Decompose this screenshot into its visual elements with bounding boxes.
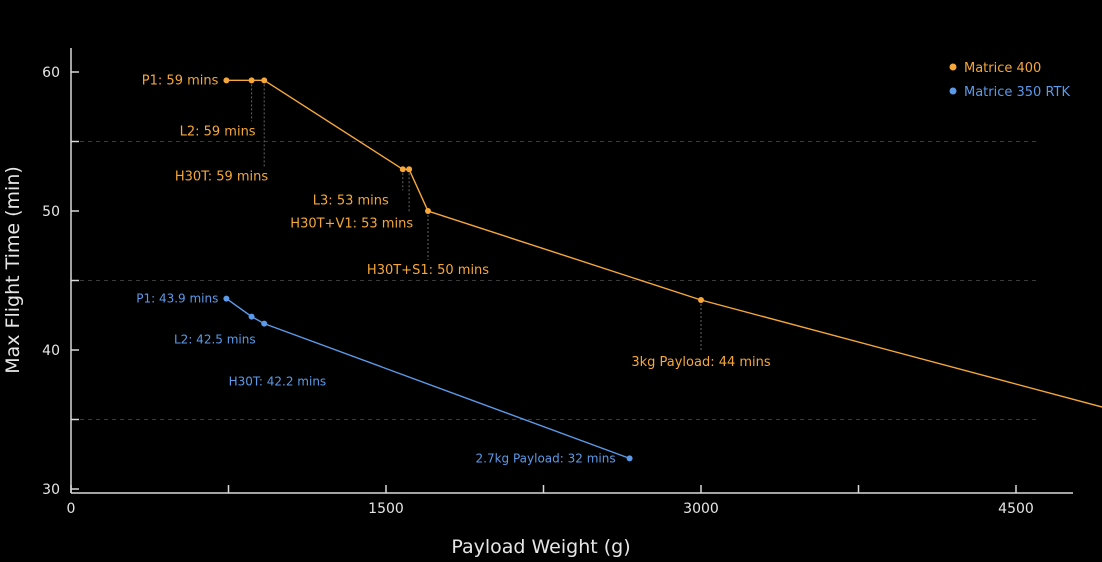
data-point-matrice-400	[248, 77, 255, 84]
data-label: H30T+V1: 53 mins	[290, 216, 413, 231]
y-axis-ticks: 30 40 50 60	[42, 65, 79, 498]
data-point-matrice-350-rtk	[261, 320, 268, 327]
data-point-matrice-400	[425, 208, 431, 214]
annotation-guides	[251, 80, 702, 352]
y-tick-label: 30	[42, 482, 60, 498]
axes	[70, 48, 1073, 494]
legend-marker	[949, 63, 957, 71]
data-point-matrice-400	[261, 77, 268, 84]
data-point-matrice-350-rtk	[248, 313, 255, 320]
data-label: L2: 42.5 mins	[174, 333, 256, 347]
data-point-matrice-350-rtk	[223, 295, 230, 302]
data-label: H30T+S1: 50 mins	[367, 263, 489, 278]
x-tick-label: 4500	[998, 501, 1034, 517]
data-point-matrice-400	[399, 166, 406, 173]
legend-label: Matrice 400	[964, 61, 1041, 76]
x-tick-label: 1500	[368, 501, 404, 517]
legend-marker	[949, 87, 957, 95]
y-tick-label: 40	[42, 343, 60, 359]
x-tick-label: 0	[67, 501, 76, 517]
x-axis-ticks: 01500300045006000	[67, 485, 1034, 517]
data-point-matrice-400	[698, 296, 704, 303]
series-line-matrice-400	[226, 79, 1102, 408]
data-label: P1: 43.9 mins	[136, 292, 218, 306]
data-label: 3kg Payload: 44 mins	[631, 355, 771, 370]
grid-lines	[72, 141, 1040, 420]
data-label: L2: 59 mins	[180, 124, 256, 139]
series-points	[223, 77, 704, 462]
data-label: H30T: 42.2 mins	[229, 375, 327, 389]
series-line-matrice-350-rtk	[225, 298, 630, 460]
data-label: H30T: 59 mins	[175, 169, 269, 184]
data-point-matrice-400	[406, 166, 413, 173]
y-tick-label: 50	[42, 204, 60, 220]
data-label: L3: 53 mins	[313, 193, 389, 208]
x-axis-title: Payload Weight (g)	[451, 536, 630, 558]
annotations: P1: 59 mins L2: 59 mins H30T: 59 mins L3: 5…	[136, 73, 771, 465]
data-point-matrice-350-rtk	[626, 455, 633, 462]
data-point-matrice-400	[223, 77, 230, 84]
legend-label: Matrice 350 RTK	[964, 85, 1070, 100]
y-axis-title: Max Flight Time (min)	[2, 166, 24, 374]
y-tick-label: 60	[42, 65, 60, 81]
data-label: P1: 59 mins	[142, 73, 219, 88]
legend: Matrice 400 Matrice 350 RTK	[949, 61, 1070, 100]
data-label: 2.7kg Payload: 32 mins	[476, 451, 616, 465]
x-tick-label: 3000	[683, 501, 719, 517]
series-lines	[225, 79, 1102, 460]
